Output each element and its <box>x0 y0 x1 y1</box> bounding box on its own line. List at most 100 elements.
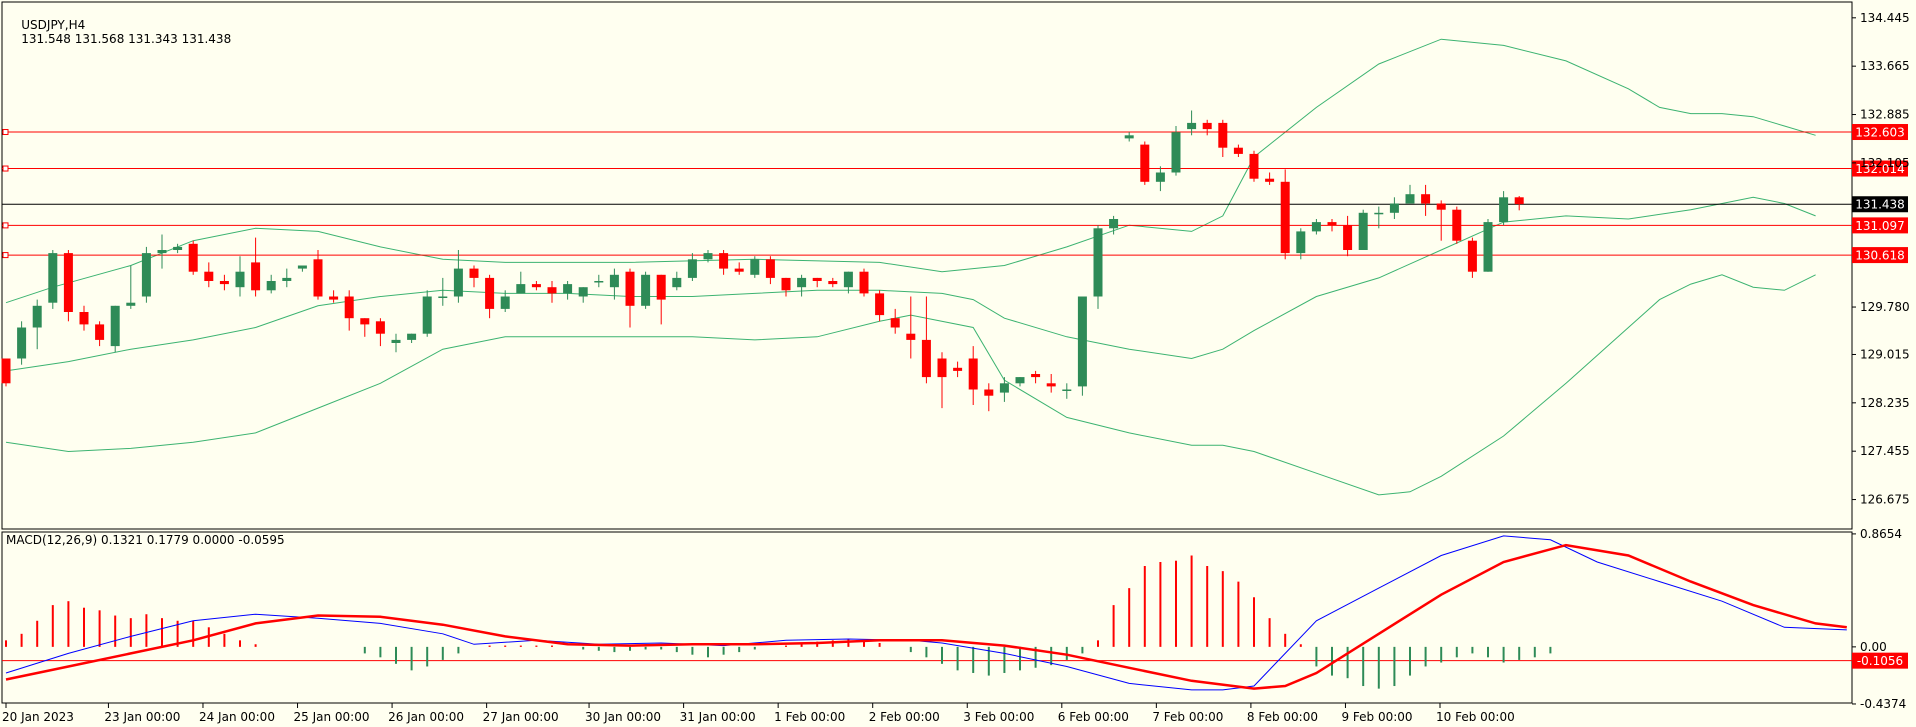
candle-bull <box>687 259 697 278</box>
candle-bull <box>173 246 183 250</box>
candle-bull <box>1389 203 1399 213</box>
candle-bear <box>1249 153 1259 179</box>
candle-bull <box>1358 212 1368 250</box>
candle-bear <box>1280 181 1290 254</box>
candle-bear <box>1202 122 1212 130</box>
candle-bull <box>1077 296 1087 387</box>
candle-bear <box>95 324 105 340</box>
candle-bull <box>1374 212 1384 215</box>
candle-bear <box>656 274 666 300</box>
candle-bear <box>734 268 744 272</box>
time-axis-label: 25 Jan 00:00 <box>294 710 370 724</box>
candle-bull <box>609 274 619 288</box>
candle-bear <box>921 339 931 378</box>
candle-bear <box>63 253 73 312</box>
macd-axis-label: 0.00 <box>1860 640 1887 654</box>
candle-bear <box>547 287 557 294</box>
candle-bull <box>453 268 463 297</box>
candle-bear <box>968 358 978 390</box>
candle-bull <box>48 253 58 303</box>
candle-bear <box>1046 383 1056 387</box>
candle-bull <box>235 271 245 288</box>
price-axis-label: 132.885 <box>1860 108 1910 122</box>
candle-bull <box>563 284 573 294</box>
candle-bear <box>1343 225 1353 250</box>
price-axis-label: 128.235 <box>1860 396 1910 410</box>
time-axis-label: 2 Feb 00:00 <box>869 710 940 724</box>
candle-bear <box>890 318 900 328</box>
price-axis-label: 126.675 <box>1860 493 1910 507</box>
candle-bull <box>1093 228 1103 297</box>
candle-bull <box>594 281 604 283</box>
candle-bull <box>672 277 682 288</box>
candle-bull <box>266 281 276 291</box>
macd-signal-line <box>5 543 1847 690</box>
price-axis-label: 134.445 <box>1860 11 1910 25</box>
level-price-label: 132.014 <box>1855 162 1905 176</box>
candle-bull <box>157 250 167 254</box>
macd-main-line <box>5 535 1847 691</box>
candle-bear <box>828 281 838 285</box>
price-axis-label: 129.780 <box>1860 300 1910 314</box>
candle-bear <box>1233 147 1243 154</box>
level-handle <box>2 165 9 172</box>
candle-bull <box>1296 231 1306 254</box>
level-price-tag <box>1852 160 1908 177</box>
candle-bull <box>126 302 136 306</box>
candle-bull <box>1155 172 1165 182</box>
time-axis-label: 27 Jan 00:00 <box>483 710 559 724</box>
candle-bull <box>1124 135 1134 139</box>
candle-bear <box>1514 197 1524 205</box>
level-price-tag <box>1852 217 1908 234</box>
level-price-tag <box>1852 124 1908 141</box>
time-axis-label: 7 Feb 00:00 <box>1152 710 1223 724</box>
candle-bull <box>297 265 307 269</box>
candle-bull <box>422 296 432 334</box>
price-axis-label: 127.455 <box>1860 444 1910 458</box>
candle-bull <box>1062 389 1072 391</box>
time-axis-label: 23 Jan 00:00 <box>104 710 180 724</box>
macd-axis-label: 0.8654 <box>1860 527 1902 541</box>
macd-level-tag <box>1852 652 1908 669</box>
candle-bear <box>1421 194 1431 204</box>
time-axis-label: 31 Jan 00:00 <box>680 710 756 724</box>
candle-bear <box>1031 374 1041 378</box>
price-pane-frame <box>1 1 1853 530</box>
candle-bear <box>375 321 385 334</box>
price-axis-label: 129.015 <box>1860 347 1910 361</box>
time-axis-label: 26 Jan 00:00 <box>388 710 464 724</box>
candle-bear <box>313 259 323 297</box>
candle-bear <box>1218 122 1228 148</box>
candle-bear <box>953 367 963 371</box>
candle-bear <box>79 312 89 325</box>
candle-bear <box>937 358 947 378</box>
candle-bull <box>516 284 526 294</box>
candle-bear <box>906 333 916 340</box>
time-axis-label: 20 Jan 2023 <box>2 710 74 724</box>
ohlc-values: 131.548 131.568 131.343 131.438 <box>21 32 232 46</box>
candle-bear <box>781 277 791 291</box>
macd-pane-frame <box>1 531 1853 704</box>
candle-bear <box>1452 209 1462 241</box>
time-axis-label: 1 Feb 00:00 <box>774 710 845 724</box>
candle-bull <box>17 327 27 359</box>
candle-bull <box>1311 222 1321 232</box>
candle-bear <box>859 271 869 294</box>
candle-bear <box>625 271 635 306</box>
time-axis-label: 24 Jan 00:00 <box>199 710 275 724</box>
candle-bear <box>204 271 214 281</box>
candle-bull <box>1405 194 1415 204</box>
candle-bull <box>1015 377 1025 384</box>
symbol-label: USDJPY,H4 <box>21 18 86 32</box>
macd-header: MACD(12,26,9) 0.1321 0.1779 0.0000 -0.05… <box>6 533 285 547</box>
candle-bear <box>1 358 11 384</box>
level-handle <box>2 252 9 259</box>
candle-bear <box>1436 203 1446 210</box>
candle-bull <box>141 253 151 297</box>
candle-bear <box>360 318 370 325</box>
candle-bear <box>1140 144 1150 182</box>
level-price-label: 130.618 <box>1855 249 1905 263</box>
candle-bear <box>812 277 822 281</box>
